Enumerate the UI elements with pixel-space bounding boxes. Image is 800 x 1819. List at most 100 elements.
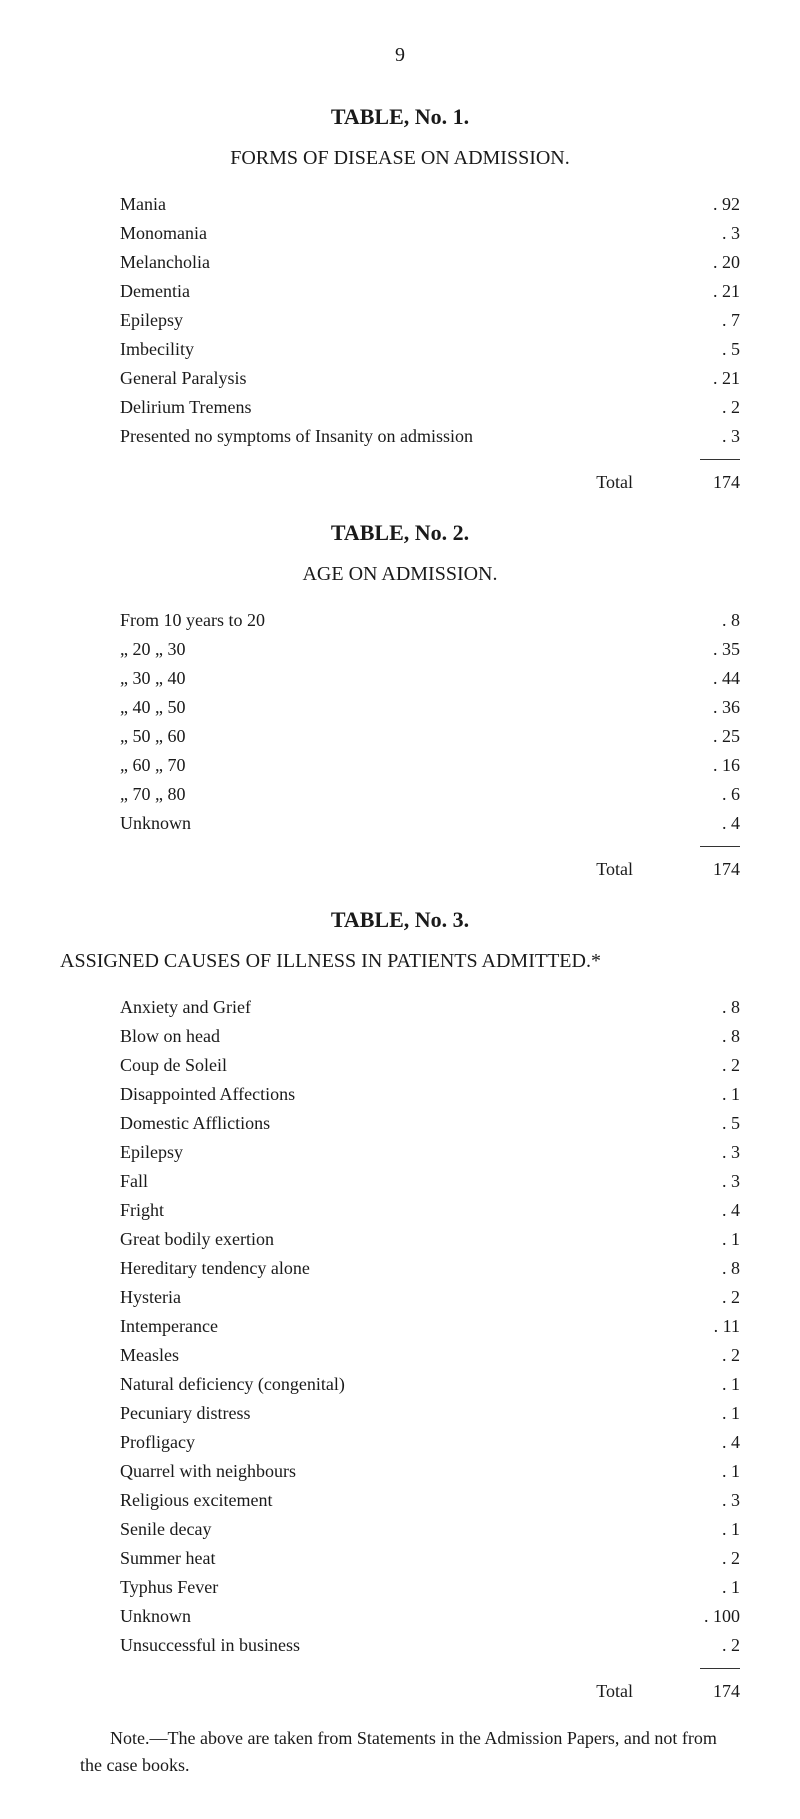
row-value: . 5	[690, 1110, 740, 1137]
row-value: . 2	[690, 1632, 740, 1659]
table-row: Hysteria. 2	[60, 1284, 740, 1311]
row-label: Coup de Soleil	[120, 1052, 690, 1079]
table-row: Unsuccessful in business. 2	[60, 1632, 740, 1659]
row-value: . 21	[690, 278, 740, 305]
row-value: . 44	[690, 665, 740, 692]
divider	[700, 846, 740, 847]
row-value: . 4	[690, 1197, 740, 1224]
row-value: . 11	[690, 1313, 740, 1340]
table-row: Anxiety and Grief. 8	[60, 994, 740, 1021]
total-value: 174	[713, 469, 740, 496]
row-value: . 1	[690, 1516, 740, 1543]
total-label: Total	[596, 1678, 633, 1705]
table-row: Blow on head. 8	[60, 1023, 740, 1050]
table-row: Mania. 92	[60, 191, 740, 218]
row-label: Disappointed Affections	[120, 1081, 690, 1108]
table-row: Summer heat. 2	[60, 1545, 740, 1572]
table-row: Profligacy. 4	[60, 1429, 740, 1456]
row-label: Epilepsy	[120, 307, 690, 334]
table-row: Delirium Tremens. 2	[60, 394, 740, 421]
total-label: Total	[596, 469, 633, 496]
row-label: Blow on head	[120, 1023, 690, 1050]
table3-subtitle: ASSIGNED CAUSES OF ILLNESS IN PATIENTS A…	[60, 946, 740, 976]
row-label: Monomania	[120, 220, 690, 247]
table-row: Fall. 3	[60, 1168, 740, 1195]
table-row: Unknown. 100	[60, 1603, 740, 1630]
row-value: . 92	[690, 191, 740, 218]
table1-title: TABLE, No. 1.	[60, 100, 740, 133]
table-row: Typhus Fever. 1	[60, 1574, 740, 1601]
row-label: Presented no symptoms of Insanity on adm…	[120, 423, 690, 450]
table2-title: TABLE, No. 2.	[60, 516, 740, 549]
table3-title: TABLE, No. 3.	[60, 903, 740, 936]
row-value: . 1	[690, 1458, 740, 1485]
row-value: . 3	[690, 1139, 740, 1166]
row-label: Dementia	[120, 278, 690, 305]
table3-total: Total 174	[60, 1678, 740, 1705]
row-value: . 7	[690, 307, 740, 334]
table-row: Measles. 2	[60, 1342, 740, 1369]
row-value: . 3	[690, 423, 740, 450]
table-row: Natural deficiency (congenital). 1	[60, 1371, 740, 1398]
table-row: General Paralysis. 21	[60, 365, 740, 392]
table1-subtitle: FORMS OF DISEASE ON ADMISSION.	[60, 143, 740, 173]
row-label: Profligacy	[120, 1429, 690, 1456]
table-row: Domestic Afflictions. 5	[60, 1110, 740, 1137]
total-label: Total	[596, 856, 633, 883]
row-label: Intemperance	[120, 1313, 690, 1340]
row-label: „ 50 „ 60	[120, 723, 690, 750]
table-row: Great bodily exertion. 1	[60, 1226, 740, 1253]
row-label: Delirium Tremens	[120, 394, 690, 421]
total-value: 174	[713, 856, 740, 883]
row-label: Fright	[120, 1197, 690, 1224]
row-label: Anxiety and Grief	[120, 994, 690, 1021]
row-label: Pecuniary distress	[120, 1400, 690, 1427]
row-label: Mania	[120, 191, 690, 218]
row-label: Unknown	[120, 1603, 690, 1630]
table-row: Presented no symptoms of Insanity on adm…	[60, 423, 740, 450]
row-value: . 1	[690, 1371, 740, 1398]
row-label: Epilepsy	[120, 1139, 690, 1166]
table2-total: Total 174	[60, 856, 740, 883]
table-row: Monomania. 3	[60, 220, 740, 247]
table-row: Religious excitement. 3	[60, 1487, 740, 1514]
row-label: Hereditary tendency alone	[120, 1255, 690, 1282]
divider	[700, 459, 740, 460]
table-row: Pecuniary distress. 1	[60, 1400, 740, 1427]
row-label: General Paralysis	[120, 365, 690, 392]
table-row: „ 40 „ 50. 36	[60, 694, 740, 721]
table-row: Senile decay. 1	[60, 1516, 740, 1543]
table-row: Hereditary tendency alone. 8	[60, 1255, 740, 1282]
table-row: Unknown. 4	[60, 810, 740, 837]
table-row: „ 60 „ 70. 16	[60, 752, 740, 779]
row-label: Senile decay	[120, 1516, 690, 1543]
row-value: . 4	[690, 810, 740, 837]
row-value: . 1	[690, 1081, 740, 1108]
table-row: Coup de Soleil. 2	[60, 1052, 740, 1079]
row-label: „ 20 „ 30	[120, 636, 690, 663]
row-value: . 3	[690, 220, 740, 247]
table-row: Fright. 4	[60, 1197, 740, 1224]
row-value: . 2	[690, 394, 740, 421]
row-value: . 25	[690, 723, 740, 750]
row-value: . 3	[690, 1487, 740, 1514]
table-row: Melancholia. 20	[60, 249, 740, 276]
table2-body: From 10 years to 20. 8„ 20 „ 30. 35„ 30 …	[60, 607, 740, 837]
table1-body: Mania. 92Monomania. 3Melancholia. 20Deme…	[60, 191, 740, 450]
row-value: . 36	[690, 694, 740, 721]
row-label: Typhus Fever	[120, 1574, 690, 1601]
row-label: Melancholia	[120, 249, 690, 276]
row-label: „ 70 „ 80	[120, 781, 690, 808]
row-value: . 8	[690, 994, 740, 1021]
row-value: . 3	[690, 1168, 740, 1195]
footnote: Note.—The above are taken from Statement…	[60, 1725, 740, 1779]
row-label: „ 40 „ 50	[120, 694, 690, 721]
row-label: Domestic Afflictions	[120, 1110, 690, 1137]
table-row: Epilepsy. 7	[60, 307, 740, 334]
row-label: „ 60 „ 70	[120, 752, 690, 779]
row-value: . 6	[690, 781, 740, 808]
table-row: „ 20 „ 30. 35	[60, 636, 740, 663]
row-label: Great bodily exertion	[120, 1226, 690, 1253]
row-value: . 8	[690, 1023, 740, 1050]
row-value: . 1	[690, 1400, 740, 1427]
